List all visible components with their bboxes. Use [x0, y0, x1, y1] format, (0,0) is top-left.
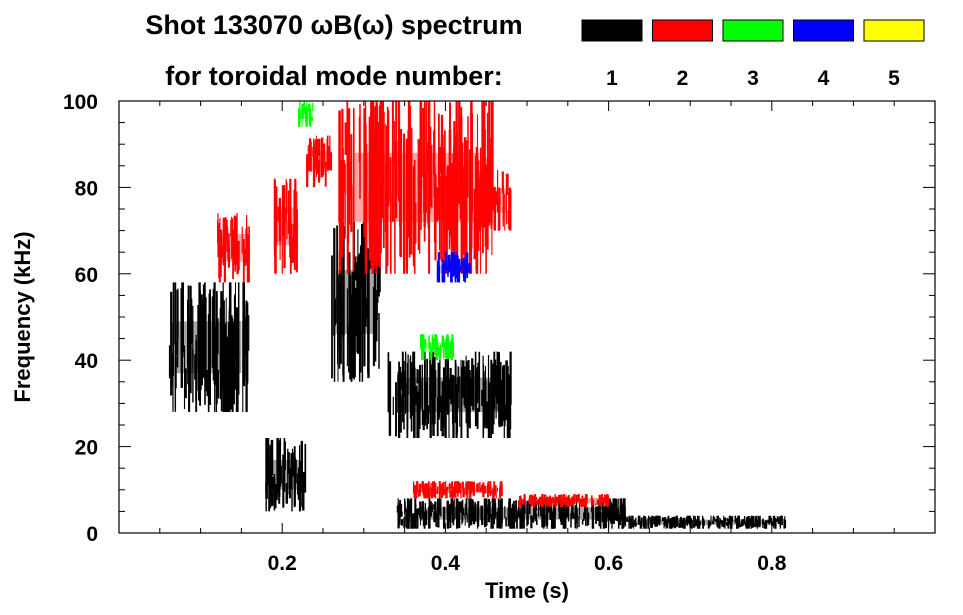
x-axis-label: Time (s) [485, 578, 569, 603]
feature-mode-2-9 [338, 101, 494, 274]
legend-swatch-mode-3 [722, 19, 784, 42]
chart-title-line1: Shot 133070 ωB(ω) spectrum [145, 10, 522, 40]
y-tick-label: 80 [75, 177, 98, 200]
feature-core [641, 519, 772, 525]
feature-core [300, 108, 314, 120]
y-tick-label: 20 [75, 437, 98, 460]
feature-core [400, 377, 499, 413]
feature-mode-2-12 [518, 494, 609, 508]
feature-mode-3-14 [298, 101, 314, 127]
legend-swatch-mode-2 [652, 19, 713, 42]
feature-core [220, 234, 247, 262]
feature-core [176, 321, 242, 374]
y-tick-label: 40 [75, 350, 98, 373]
plot-frame [118, 100, 936, 534]
feature-core [270, 460, 303, 490]
feature-mode-1-0 [168, 282, 250, 412]
x-tick-label: 0.2 [268, 552, 297, 575]
feature-core [336, 269, 376, 334]
feature-core [419, 507, 603, 520]
feature-core [527, 498, 600, 504]
feature-core [354, 152, 479, 222]
feature-core [424, 342, 451, 353]
legend-swatch-mode-4 [793, 19, 854, 42]
feature-mode-1-3 [387, 351, 512, 438]
axis-ticks: 0.2 0.4 0.6 0.8 0 20 40 60 80 100 [63, 91, 935, 575]
x-tick-label: 0.6 [594, 552, 623, 575]
feature-mode-2-7 [273, 178, 298, 274]
legend-label-mode-1: 1 [606, 67, 618, 90]
legend-swatch-mode-5 [863, 19, 925, 42]
feature-core [440, 261, 467, 274]
feature-mode-3-13 [419, 334, 455, 361]
feature-mode-1-5 [624, 515, 787, 529]
feature-mode-2-6 [216, 213, 250, 283]
spectrogram-data [168, 101, 787, 529]
feature-core [421, 486, 494, 494]
feature-mode-1-4 [396, 498, 626, 529]
legend-label-mode-4: 4 [818, 67, 830, 90]
legend: 1 2 3 4 5 [581, 19, 925, 90]
feature-mode-4-15 [436, 252, 471, 283]
feature-core [481, 188, 508, 213]
feature-mode-2-10 [477, 170, 512, 231]
x-tick-label: 0.4 [431, 552, 461, 575]
y-tick-label: 60 [75, 264, 98, 287]
legend-swatch-mode-1 [581, 19, 643, 42]
y-axis-label: Frequency (kHz) [10, 231, 35, 402]
feature-core [276, 207, 297, 246]
x-tick-label: 0.8 [757, 552, 787, 575]
y-tick-label: 0 [86, 523, 98, 546]
y-tick-label: 100 [63, 91, 98, 114]
legend-label-mode-2: 2 [677, 67, 689, 90]
feature-mode-1-1 [265, 438, 307, 512]
feature-mode-2-8 [306, 135, 333, 188]
legend-label-mode-3: 3 [747, 67, 759, 90]
feature-core [309, 151, 329, 172]
chart-title-line2: for toroidal mode number: [165, 61, 503, 91]
legend-label-mode-5: 5 [888, 67, 900, 90]
feature-mode-2-11 [412, 481, 503, 499]
